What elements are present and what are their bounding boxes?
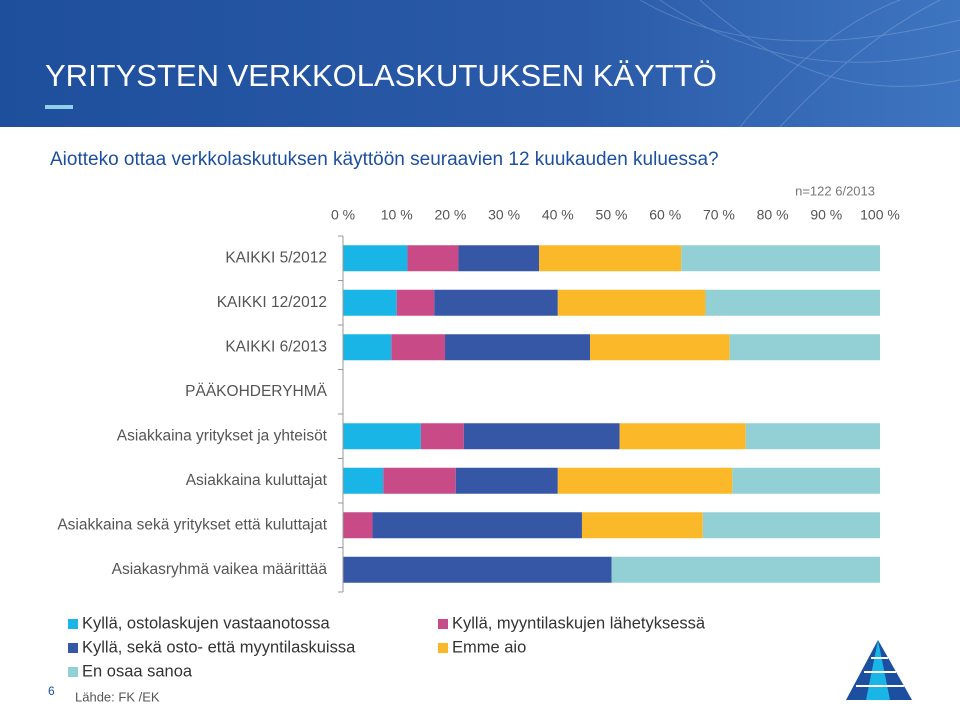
x-tick-label: 30 % — [488, 207, 520, 223]
category-label: KAIKKI 6/2013 — [225, 338, 327, 355]
bar-segment — [611, 556, 880, 583]
legend-label: Emme aio — [452, 638, 526, 656]
x-tick-label: 50 % — [596, 207, 628, 223]
category-label: Asiakkaina kuluttajat — [186, 472, 328, 489]
bar-segment — [434, 289, 558, 316]
bar-segment — [343, 467, 384, 494]
category-label: KAIKKI 5/2012 — [225, 249, 327, 266]
legend-label: Kyllä, myyntilaskujen lähetyksessä — [452, 614, 706, 632]
bar-segment — [420, 423, 464, 450]
bar-segment — [458, 245, 540, 272]
subtitle: Aiotteko ottaa verkkolaskutuksen käyttöö… — [50, 149, 719, 170]
slide-title: YRITYSTEN VERKKOLASKUTUKSEN KÄYTTÖ — [45, 58, 717, 93]
bar-segment — [745, 423, 880, 450]
x-tick-label: 100 % — [860, 207, 900, 223]
bar-segment — [557, 467, 733, 494]
x-tick-label: 10 % — [381, 207, 413, 223]
bar-segment — [732, 467, 880, 494]
bar-segment — [407, 245, 459, 272]
header-decoration — [639, 0, 960, 128]
logo — [846, 640, 912, 700]
bar-segment — [681, 245, 880, 272]
source: Lähde: FK /EK — [75, 689, 160, 704]
bar-segment — [702, 512, 880, 539]
header-band — [0, 0, 960, 127]
x-tick-label: 20 % — [434, 207, 466, 223]
sample-note: n=122 6/2013 — [795, 183, 875, 198]
bar-segment — [557, 289, 706, 316]
page-number: 6 — [48, 684, 55, 698]
legend-swatch — [68, 619, 78, 629]
legend-swatch — [438, 619, 448, 629]
legend-swatch — [68, 643, 78, 653]
bar-segment — [343, 245, 408, 272]
x-tick-label: 40 % — [542, 207, 574, 223]
category-label: Asiakkaina yritykset ja yhteisöt — [117, 427, 328, 444]
bar-segment — [343, 512, 373, 539]
title-underline — [45, 105, 73, 109]
x-tick-label: 0 % — [331, 207, 355, 223]
x-tick-label: 70 % — [703, 207, 735, 223]
x-tick-label: 80 % — [757, 207, 789, 223]
legend-swatch — [68, 667, 78, 677]
category-label: KAIKKI 12/2012 — [217, 294, 327, 311]
bar-segment — [343, 556, 612, 583]
category-label: PÄÄKOHDERYHMÄ — [185, 383, 327, 400]
bar-segment — [396, 289, 435, 316]
bar-segment — [383, 467, 456, 494]
bar-segment — [455, 467, 558, 494]
bar-segment — [372, 512, 582, 539]
bar-segment — [590, 334, 730, 361]
legend-label: Kyllä, ostolaskujen vastaanotossa — [82, 614, 330, 632]
category-label: Asiakkaina sekä yritykset että kuluttaja… — [57, 516, 327, 533]
legend-swatch — [438, 643, 448, 653]
bar-segment — [343, 423, 421, 450]
category-label: Asiakasryhmä vaikea määrittää — [112, 561, 328, 578]
bar-segment — [539, 245, 682, 272]
bar-segment — [619, 423, 746, 450]
bar-segment — [445, 334, 591, 361]
x-tick-label: 90 % — [810, 207, 842, 223]
bar-segment — [705, 289, 880, 316]
legend-label: En osaa sanoa — [82, 662, 193, 680]
x-tick-label: 60 % — [649, 207, 681, 223]
bar-segment — [581, 512, 703, 539]
bar-segment — [729, 334, 880, 361]
legend-label: Kyllä, sekä osto- että myyntilaskuissa — [82, 638, 356, 656]
bar-segment — [463, 423, 620, 450]
bar-segment — [343, 334, 392, 361]
bar-segment — [343, 289, 397, 316]
bar-segment — [391, 334, 446, 361]
